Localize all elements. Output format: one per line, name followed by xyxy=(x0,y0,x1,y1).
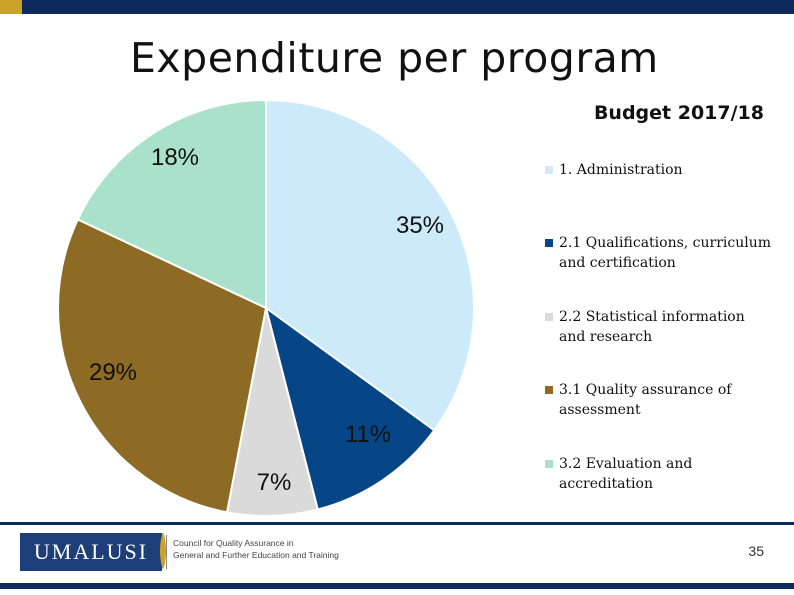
logo-tagline-line-2: General and Further Education and Traini… xyxy=(173,550,339,560)
legend-swatch xyxy=(545,166,553,174)
slide-title: Expenditure per program xyxy=(130,34,659,82)
logo-tagline: Council for Quality Assurance in General… xyxy=(173,537,373,561)
emblem-icon xyxy=(160,532,166,570)
legend-swatch xyxy=(545,313,553,321)
pie-data-label-2: 11% xyxy=(345,421,391,448)
legend-label: 3.2 Evaluation and accreditation xyxy=(559,456,693,492)
pie-slice-1 xyxy=(265,98,475,432)
logo-tagline-line-1: Council for Quality Assurance in xyxy=(173,538,294,548)
pie-data-label-4: 29% xyxy=(89,359,137,386)
legend-label: 2.2 Statistical information and research xyxy=(559,309,745,345)
footer-band xyxy=(0,583,794,589)
legend-swatch xyxy=(545,386,553,394)
pie-data-label-3: 7% xyxy=(257,469,292,496)
footer-divider xyxy=(0,522,794,525)
pie-slice-5 xyxy=(76,98,267,310)
legend-swatch xyxy=(545,239,553,247)
pie-slice-4 xyxy=(57,218,268,514)
chart-title: Budget 2017/18 xyxy=(593,102,764,124)
page-number: 35 xyxy=(748,543,764,559)
umalusi-logo: UMALUSI xyxy=(20,533,162,571)
legend-label: 2.1 Qualifications, curriculum and certi… xyxy=(559,235,772,271)
top-accent-stripe xyxy=(0,0,22,14)
logo-divider xyxy=(166,535,167,569)
pie-data-label-1: 35% xyxy=(396,212,444,239)
legend-label: 3.1 Quality assurance of assessment xyxy=(559,382,732,418)
pie-data-label-5: 18% xyxy=(151,144,199,171)
legend-label: 1. Administration xyxy=(559,162,683,178)
top-header-band xyxy=(0,0,794,14)
pie-slice-2 xyxy=(264,305,436,511)
legend-swatch xyxy=(545,460,553,468)
